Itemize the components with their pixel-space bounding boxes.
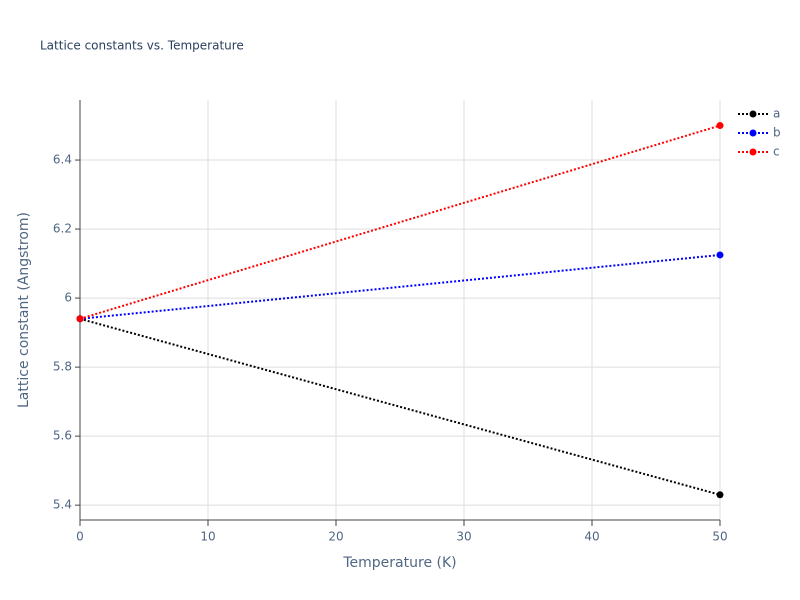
- data-point: [716, 122, 724, 130]
- series-line: [79, 124, 721, 320]
- x-tick-label: 20: [328, 530, 343, 544]
- y-tick-label: 5.6: [53, 429, 72, 443]
- chart-title: Lattice constants vs. Temperature: [40, 39, 244, 53]
- y-axis-title: Lattice constant (Angstrom): [16, 212, 32, 408]
- data-point: [716, 491, 724, 499]
- y-tick-label: 5.4: [53, 498, 72, 512]
- x-tick-label: 50: [712, 530, 727, 544]
- y-tick-label: 6.4: [53, 153, 72, 167]
- y-tick-label: 6.2: [53, 222, 72, 236]
- legend-marker: [749, 148, 757, 156]
- series-line: [79, 253, 721, 320]
- y-tick-label: 5.8: [53, 360, 72, 374]
- x-axis-title: Temperature (K): [342, 555, 456, 571]
- series-line: [79, 317, 721, 496]
- legend-label: c: [773, 145, 780, 159]
- data-point: [716, 251, 724, 259]
- legend-label: b: [773, 126, 781, 140]
- legend-marker: [749, 129, 757, 137]
- x-tick-label: 30: [456, 530, 471, 544]
- x-tick-label: 0: [76, 530, 84, 544]
- legend-marker: [749, 110, 757, 118]
- data-point: [76, 315, 84, 323]
- x-tick-label: 10: [200, 530, 215, 544]
- x-tick-label: 40: [584, 530, 599, 544]
- legend-label: a: [773, 107, 780, 121]
- y-tick-label: 6: [64, 291, 72, 305]
